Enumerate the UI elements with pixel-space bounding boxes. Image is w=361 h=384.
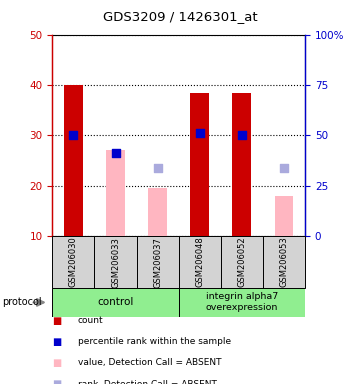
- Text: value, Detection Call = ABSENT: value, Detection Call = ABSENT: [78, 358, 221, 367]
- Bar: [221, 236, 263, 288]
- Point: [155, 165, 161, 171]
- Bar: [52, 288, 179, 317]
- Text: GSM206033: GSM206033: [111, 237, 120, 288]
- Point: [70, 132, 76, 139]
- Text: GSM206037: GSM206037: [153, 237, 162, 288]
- Bar: [148, 188, 167, 236]
- Bar: [95, 236, 136, 288]
- Text: GSM206053: GSM206053: [279, 237, 288, 288]
- Bar: [136, 236, 179, 288]
- Bar: [179, 236, 221, 288]
- Bar: [263, 236, 305, 288]
- Bar: [64, 85, 83, 236]
- Text: integrin alpha7
overexpression: integrin alpha7 overexpression: [206, 292, 278, 313]
- Text: ■: ■: [52, 358, 62, 368]
- Bar: [232, 93, 251, 236]
- Text: GSM206052: GSM206052: [238, 237, 246, 287]
- Bar: [190, 93, 209, 236]
- Text: GDS3209 / 1426301_at: GDS3209 / 1426301_at: [103, 10, 258, 23]
- Point: [239, 132, 245, 139]
- Text: ■: ■: [52, 316, 62, 326]
- Text: GSM206048: GSM206048: [195, 237, 204, 288]
- Point: [113, 150, 118, 156]
- Text: control: control: [97, 297, 134, 308]
- Text: count: count: [78, 316, 103, 325]
- Bar: [52, 236, 95, 288]
- Text: rank, Detection Call = ABSENT: rank, Detection Call = ABSENT: [78, 379, 217, 384]
- Point: [281, 165, 287, 171]
- Text: protocol: protocol: [2, 297, 42, 308]
- Text: ■: ■: [52, 379, 62, 384]
- Text: GSM206030: GSM206030: [69, 237, 78, 288]
- Text: percentile rank within the sample: percentile rank within the sample: [78, 337, 231, 346]
- Point: [197, 130, 203, 136]
- Bar: [274, 196, 293, 236]
- Bar: [179, 288, 305, 317]
- Text: ■: ■: [52, 337, 62, 347]
- Bar: [106, 151, 125, 236]
